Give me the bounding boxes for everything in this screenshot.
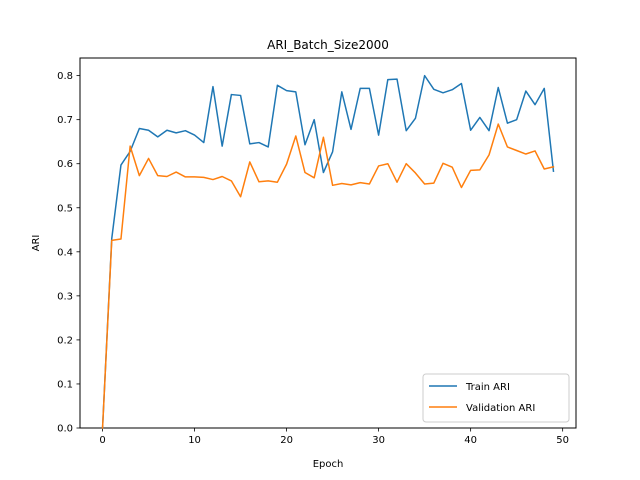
x-tick-label: 30: [372, 435, 385, 446]
y-tick-label: 0.2: [57, 335, 73, 346]
axes-frame: [79, 57, 577, 429]
y-tick-label: 0.8: [57, 71, 73, 82]
legend-label-train: Train ARI: [465, 382, 510, 393]
y-tick-label: 0.6: [57, 159, 73, 170]
plot-area: [79, 57, 577, 429]
y-tick-label: 0.7: [57, 115, 73, 126]
legend-box: [422, 373, 570, 423]
x-axis-label: Epoch: [313, 459, 344, 470]
series-layer: [101, 74, 555, 429]
y-axis: 0.0 0.1 0.2 0.3 0.4 0.5 0.6 0.7 0.8: [57, 71, 80, 435]
y-tick-label: 0.5: [57, 203, 73, 214]
y-tick-label: 0.0: [57, 424, 73, 435]
legend: Train ARI Validation ARI: [422, 373, 570, 423]
series-line-validation: [101, 123, 555, 429]
x-tick-label: 50: [556, 435, 569, 446]
x-tick-label: 10: [188, 435, 201, 446]
x-axis: 0 10 20 30 40 50: [99, 428, 569, 446]
y-tick-label: 0.3: [57, 291, 73, 302]
x-tick-label: 40: [464, 435, 477, 446]
y-tick-label: 0.4: [57, 247, 73, 258]
x-tick-label: 20: [280, 435, 293, 446]
y-axis-label: ARI: [31, 235, 42, 252]
x-tick-label: 0: [99, 435, 105, 446]
y-tick-label: 0.1: [57, 379, 73, 390]
legend-label-validation: Validation ARI: [466, 403, 535, 414]
chart-title: ARI_Batch_Size2000: [267, 38, 389, 52]
